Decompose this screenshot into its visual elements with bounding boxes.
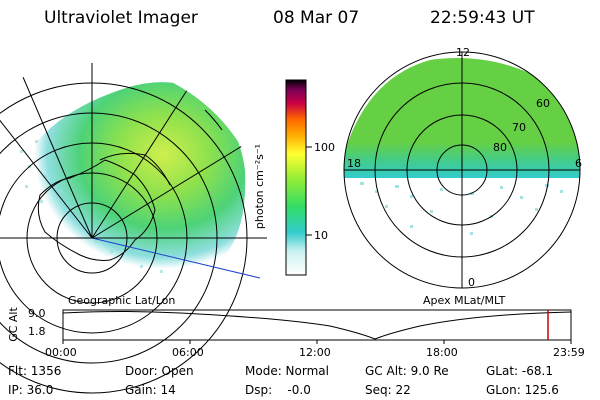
mlt-label-0: 0 xyxy=(468,276,475,289)
altitude-plot-frame xyxy=(62,309,572,341)
mlt-label-12: 12 xyxy=(456,46,470,59)
altitude-ytick-high: 9.0 xyxy=(28,307,46,320)
info-flt: Flt: 1356 xyxy=(8,364,62,378)
geographic-map xyxy=(0,63,267,394)
colorbar-tick-100: 100 xyxy=(314,141,335,154)
altitude-xticks xyxy=(62,340,572,344)
apex-map xyxy=(343,51,581,289)
altitude-curve xyxy=(62,311,572,340)
colorbar xyxy=(285,79,312,276)
mlt-label-18: 18 xyxy=(347,157,361,170)
info-seq: Seq: 22 xyxy=(365,383,411,397)
geographic-map-label: Geographic Lat/Lon xyxy=(68,294,176,307)
mlat-label-80: 80 xyxy=(493,141,507,154)
altitude-xtick-1800: 18:00 xyxy=(426,346,458,359)
colorbar-units: photon cm⁻²s⁻¹ xyxy=(253,143,267,230)
info-gain: Gain: 14 xyxy=(125,383,176,397)
altitude-xtick-2359: 23:59 xyxy=(553,346,585,359)
altitude-xtick-0000: 00:00 xyxy=(45,346,77,359)
info-dsp: Dsp: -0.0 xyxy=(245,383,311,397)
header-date: 08 Mar 07 xyxy=(273,8,360,28)
left-meridians xyxy=(0,63,267,239)
info-mode: Mode: Normal xyxy=(245,364,329,378)
mlat-label-70: 70 xyxy=(512,121,526,134)
info-glon: GLon: 125.6 xyxy=(486,383,559,397)
altitude-xtick-0600: 06:00 xyxy=(172,346,204,359)
left-track-line xyxy=(91,237,261,279)
altitude-xtick-1200: 12:00 xyxy=(299,346,331,359)
mlt-label-6: 6 xyxy=(575,157,582,170)
instrument-title: Ultraviolet Imager xyxy=(44,8,198,28)
colorbar-tick-10: 10 xyxy=(314,229,328,242)
info-gcalt: GC Alt: 9.0 Re xyxy=(365,364,449,378)
altitude-ytick-low: 1.8 xyxy=(28,325,46,338)
altitude-plot xyxy=(62,309,572,344)
info-ip: IP: 36.0 xyxy=(8,383,54,397)
altitude-ylabel: GC Alt xyxy=(6,307,20,342)
info-door: Door: Open xyxy=(125,364,194,378)
info-glat: GLat: -68.1 xyxy=(486,364,553,378)
mlat-label-60: 60 xyxy=(536,97,550,110)
right-axes xyxy=(344,52,580,288)
header-time: 22:59:43 UT xyxy=(430,8,535,28)
apex-map-label: Apex MLat/MLT xyxy=(423,294,506,307)
colorbar-gradient xyxy=(285,79,307,276)
